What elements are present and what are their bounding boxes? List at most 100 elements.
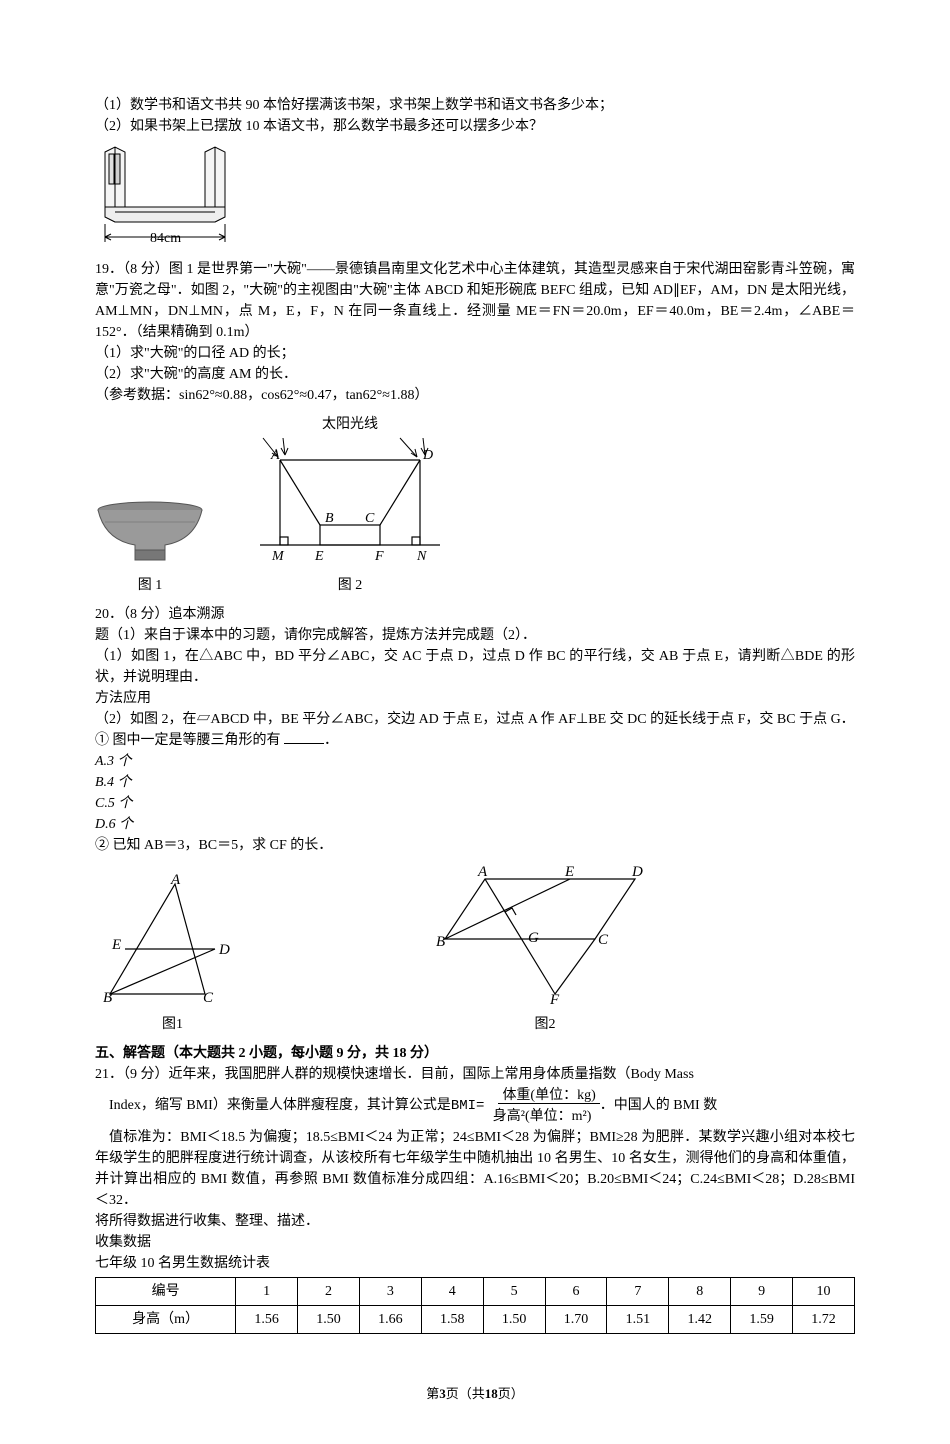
text: ② 已知 AB＝3，BC＝5，求 CF 的长． — [95, 838, 332, 853]
row-label: 身高（m） — [96, 1306, 236, 1334]
q20-fig2-svg: A E D B G C F — [430, 864, 660, 1004]
q19-fig1-caption: 图 1 — [95, 575, 205, 596]
text: （1）求"大碗"的口径 AD 的长； — [95, 346, 295, 361]
th: 8 — [669, 1278, 731, 1306]
text: 值标准为：BMI＜18.5 为偏瘦；18.5≤BMI＜24 为正常；24≤BMI… — [95, 1130, 855, 1208]
bookshelf-figure: 84cm — [95, 142, 855, 254]
q20-sub2: ② 已知 AB＝3，BC＝5，求 CF 的长． — [95, 835, 855, 856]
svg-text:D: D — [218, 942, 230, 958]
section5-header: 五、解答题（本大题共 2 小题，每小题 9 分，共 18 分） — [95, 1043, 855, 1064]
svg-text:A: A — [270, 448, 280, 463]
bookshelf-svg: 84cm — [95, 142, 240, 247]
th: 3 — [359, 1278, 421, 1306]
q20-optA: A.3 个 — [95, 751, 855, 772]
text: （2）如图 2，在▱ABCD 中，BE 平分∠ABC，交边 AD 于点 E，过点… — [95, 712, 855, 727]
svg-text:E: E — [314, 549, 324, 564]
text: 19．（8 分）图 1 是世界第一"大碗"——景德镇昌南里文化艺术中心主体建筑，… — [95, 262, 855, 340]
q21-table-title: 七年级 10 名男生数据统计表 — [95, 1253, 855, 1274]
td: 1.59 — [731, 1306, 793, 1334]
svg-text:F: F — [374, 549, 384, 564]
q19-part1: （1）求"大碗"的口径 AD 的长； — [95, 343, 855, 364]
text: （参考数据：sin62°≈0.88，cos62°≈0.47，tan62°≈1.8… — [95, 388, 428, 403]
text-post: ．中国人的 BMI 数 — [600, 1098, 717, 1113]
td: 1.66 — [359, 1306, 421, 1334]
q21-table: 编号 1 2 3 4 5 6 7 8 9 10 身高（m） 1.56 1.50 … — [95, 1277, 855, 1334]
dimension-label: 84cm — [150, 231, 181, 246]
q20-fig1-caption: 图1 — [95, 1014, 250, 1035]
text: ① 图中一定是等腰三角形的有 — [95, 733, 284, 748]
svg-text:D: D — [631, 864, 643, 880]
q19-header: 19．（8 分）图 1 是世界第一"大碗"——景德镇昌南里文化艺术中心主体建筑，… — [95, 259, 855, 343]
q19-ref: （参考数据：sin62°≈0.88，cos62°≈0.47，tan62°≈1.8… — [95, 385, 855, 406]
text: 21．（9 分）近年来，我国肥胖人群的规模快速增长．目前，国际上常用身体质量指数… — [95, 1067, 694, 1082]
q20-optD: D.6 个 — [95, 814, 855, 835]
q20-fig1-svg: A E D B C — [95, 874, 250, 1004]
text: 20．（8 分）追本溯源 — [95, 607, 225, 622]
svg-text:E: E — [564, 864, 574, 880]
td: 1.51 — [607, 1306, 669, 1334]
th: 2 — [298, 1278, 360, 1306]
text: 题（1）来自于课本中的习题，请你完成解答，提炼方法并完成题（2）． — [95, 628, 536, 643]
svg-text:M: M — [271, 549, 285, 564]
td: 1.58 — [421, 1306, 483, 1334]
th: 10 — [793, 1278, 855, 1306]
page-total: 18 — [485, 1386, 498, 1401]
text-pre: Index，缩写 BMI）来衡量人体胖瘦程度，其计算公式是 — [109, 1098, 451, 1113]
q19-fig2-caption: 图 2 — [245, 575, 455, 596]
q19-part2: （2）求"大碗"的高度 AM 的长． — [95, 364, 855, 385]
q19-fig1-svg — [95, 490, 205, 565]
q19-fig2-container: 太阳光线 — [245, 414, 455, 596]
q20-fig1-container: A E D B C 图1 — [95, 874, 250, 1035]
th: 编号 — [96, 1278, 236, 1306]
th: 6 — [545, 1278, 607, 1306]
td: 1.56 — [236, 1306, 298, 1334]
svg-text:B: B — [436, 934, 445, 950]
bmi-eq: BMI= — [451, 1098, 485, 1114]
page-num: 3 — [439, 1386, 446, 1401]
svg-text:C: C — [598, 932, 609, 948]
th: 5 — [483, 1278, 545, 1306]
q21-text2: Index，缩写 BMI）来衡量人体胖瘦程度，其计算公式是BMI=体重(单位：k… — [95, 1085, 855, 1127]
q20-figures: A E D B C 图1 A — [95, 864, 855, 1035]
q21-collect2: 收集数据 — [95, 1232, 855, 1253]
q20-method: 方法应用 — [95, 688, 855, 709]
q21-collect1: 将所得数据进行收集、整理、描述． — [95, 1211, 855, 1232]
bmi-fraction: 体重(单位：kg) 身高²(单位：m²) — [484, 1085, 599, 1127]
th: 7 — [607, 1278, 669, 1306]
q20-line1: 题（1）来自于课本中的习题，请你完成解答，提炼方法并完成题（2）． — [95, 625, 855, 646]
svg-text:N: N — [416, 549, 427, 564]
text: 方法应用 — [95, 691, 151, 706]
blank-line — [284, 730, 324, 744]
q20-optB: B.4 个 — [95, 772, 855, 793]
q21-text3: 值标准为：BMI＜18.5 为偏瘦；18.5≤BMI＜24 为正常；24≤BMI… — [95, 1127, 855, 1211]
td: 1.42 — [669, 1306, 731, 1334]
th: 9 — [731, 1278, 793, 1306]
text: （1）如图 1，在△ABC 中，BD 平分∠ABC，交 AC 于点 D，过点 D… — [95, 649, 855, 685]
th: 4 — [421, 1278, 483, 1306]
q20-sub1: ① 图中一定是等腰三角形的有 ． — [95, 730, 855, 751]
q19-fig1-container: 图 1 — [95, 490, 205, 596]
q19-fig2-svg: A D B C M E F N — [245, 435, 455, 565]
q18-part2: （2）如果书架上已摆放 10 本语文书，那么数学书最多还可以摆多少本？ — [95, 116, 855, 137]
q20-part1: （1）如图 1，在△ABC 中，BD 平分∠ABC，交 AC 于点 D，过点 D… — [95, 646, 855, 688]
svg-text:A: A — [170, 874, 181, 888]
page-footer: 第3页（共18页） — [95, 1384, 855, 1404]
frac-top: 体重(单位：kg) — [498, 1088, 599, 1104]
td: 1.50 — [298, 1306, 360, 1334]
svg-text:D: D — [422, 448, 433, 463]
svg-text:B: B — [103, 990, 112, 1004]
q20-optC: C.5 个 — [95, 793, 855, 814]
text: （1）数学书和语文书共 90 本恰好摆满该书架，求书架上数学书和语文书各多少本； — [95, 98, 613, 113]
svg-text:C: C — [365, 511, 375, 526]
th: 1 — [236, 1278, 298, 1306]
svg-text:C: C — [203, 990, 214, 1004]
q18-part1: （1）数学书和语文书共 90 本恰好摆满该书架，求书架上数学书和语文书各多少本； — [95, 95, 855, 116]
svg-text:E: E — [111, 937, 121, 953]
q21-text1: 21．（9 分）近年来，我国肥胖人群的规模快速增长．目前，国际上常用身体质量指数… — [95, 1064, 855, 1085]
text: （2）如果书架上已摆放 10 本语文书，那么数学书最多还可以摆多少本？ — [95, 119, 543, 134]
q20-fig2-container: A E D B G C F 图2 — [430, 864, 660, 1035]
q20-part2: （2）如图 2，在▱ABCD 中，BE 平分∠ABC，交边 AD 于点 E，过点… — [95, 709, 855, 730]
q20-header: 20．（8 分）追本溯源 — [95, 604, 855, 625]
frac-bot: 身高²(单位：m²) — [489, 1109, 596, 1124]
td: 1.50 — [483, 1306, 545, 1334]
